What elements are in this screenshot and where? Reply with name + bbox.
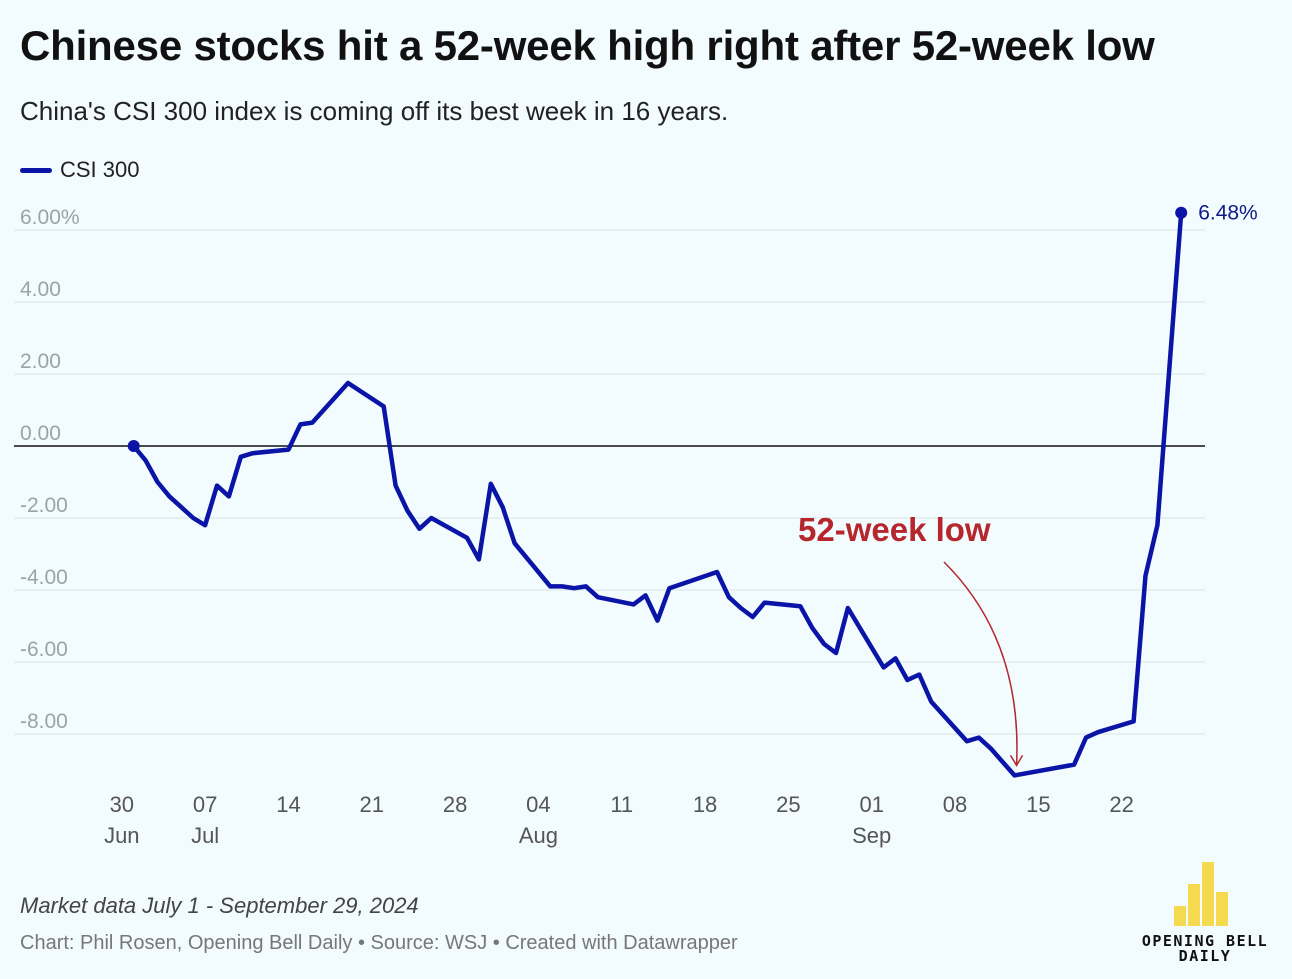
legend-swatch-csi300 [20, 167, 52, 173]
x-tick-label: 28 [443, 792, 467, 817]
y-tick-label: 2.00 [20, 350, 61, 373]
x-tick-label: 15 [1026, 792, 1050, 817]
x-tick-month-label: Jun [104, 823, 139, 848]
legend-label-csi300: CSI 300 [60, 157, 140, 182]
chart-notes: Market data July 1 - September 29, 2024 [20, 893, 419, 918]
chart-legend: CSI 300 [20, 157, 140, 183]
x-tick-label: 08 [943, 792, 967, 817]
y-tick-label: -2.00 [20, 494, 68, 517]
series-end-label: 6.48% [1198, 202, 1258, 225]
x-tick-label: 30 [110, 792, 134, 817]
y-tick-label: -6.00 [20, 638, 68, 661]
annotation-arrow [943, 561, 1018, 766]
series-end-point [1175, 206, 1188, 219]
x-tick-label: 04 [526, 792, 550, 817]
y-tick-label: 0.00 [20, 422, 61, 445]
chart-credit: Chart: Phil Rosen, Opening Bell Daily • … [20, 932, 738, 954]
x-tick-label: 18 [693, 792, 717, 817]
annotation-arrowhead [1009, 755, 1024, 767]
y-tick-label: 6.00% [20, 206, 80, 229]
x-tick-label: 21 [360, 792, 384, 817]
x-tick-label: 11 [610, 792, 633, 817]
x-tick-label: 01 [859, 792, 883, 817]
opening-bell-logo: OPENING BELL DAILY [1130, 862, 1280, 972]
chart-subtitle: China's CSI 300 index is coming off its … [20, 96, 729, 126]
chart-title: Chinese stocks hit a 52-week high right … [20, 22, 1155, 69]
x-tick-label: 22 [1109, 792, 1133, 817]
x-tick-month-label: Jul [191, 823, 219, 848]
x-tick-label: 14 [276, 792, 300, 817]
y-tick-label: 4.00 [20, 278, 61, 301]
y-tick-label: -4.00 [20, 566, 68, 589]
series-line-csi300 [131, 210, 1184, 778]
y-tick-label: -8.00 [20, 710, 68, 733]
logo-wordmark: OPENING BELL DAILY [1141, 932, 1269, 965]
series-start-point [127, 440, 140, 452]
logo-bars-icon [1174, 862, 1238, 926]
x-tick-label: 07 [193, 792, 217, 817]
annotation-52-week-low: 52-week low [798, 511, 991, 548]
x-tick-month-label: Aug [519, 823, 558, 848]
x-tick-label: 25 [776, 792, 800, 817]
x-tick-month-label: Sep [852, 823, 891, 848]
